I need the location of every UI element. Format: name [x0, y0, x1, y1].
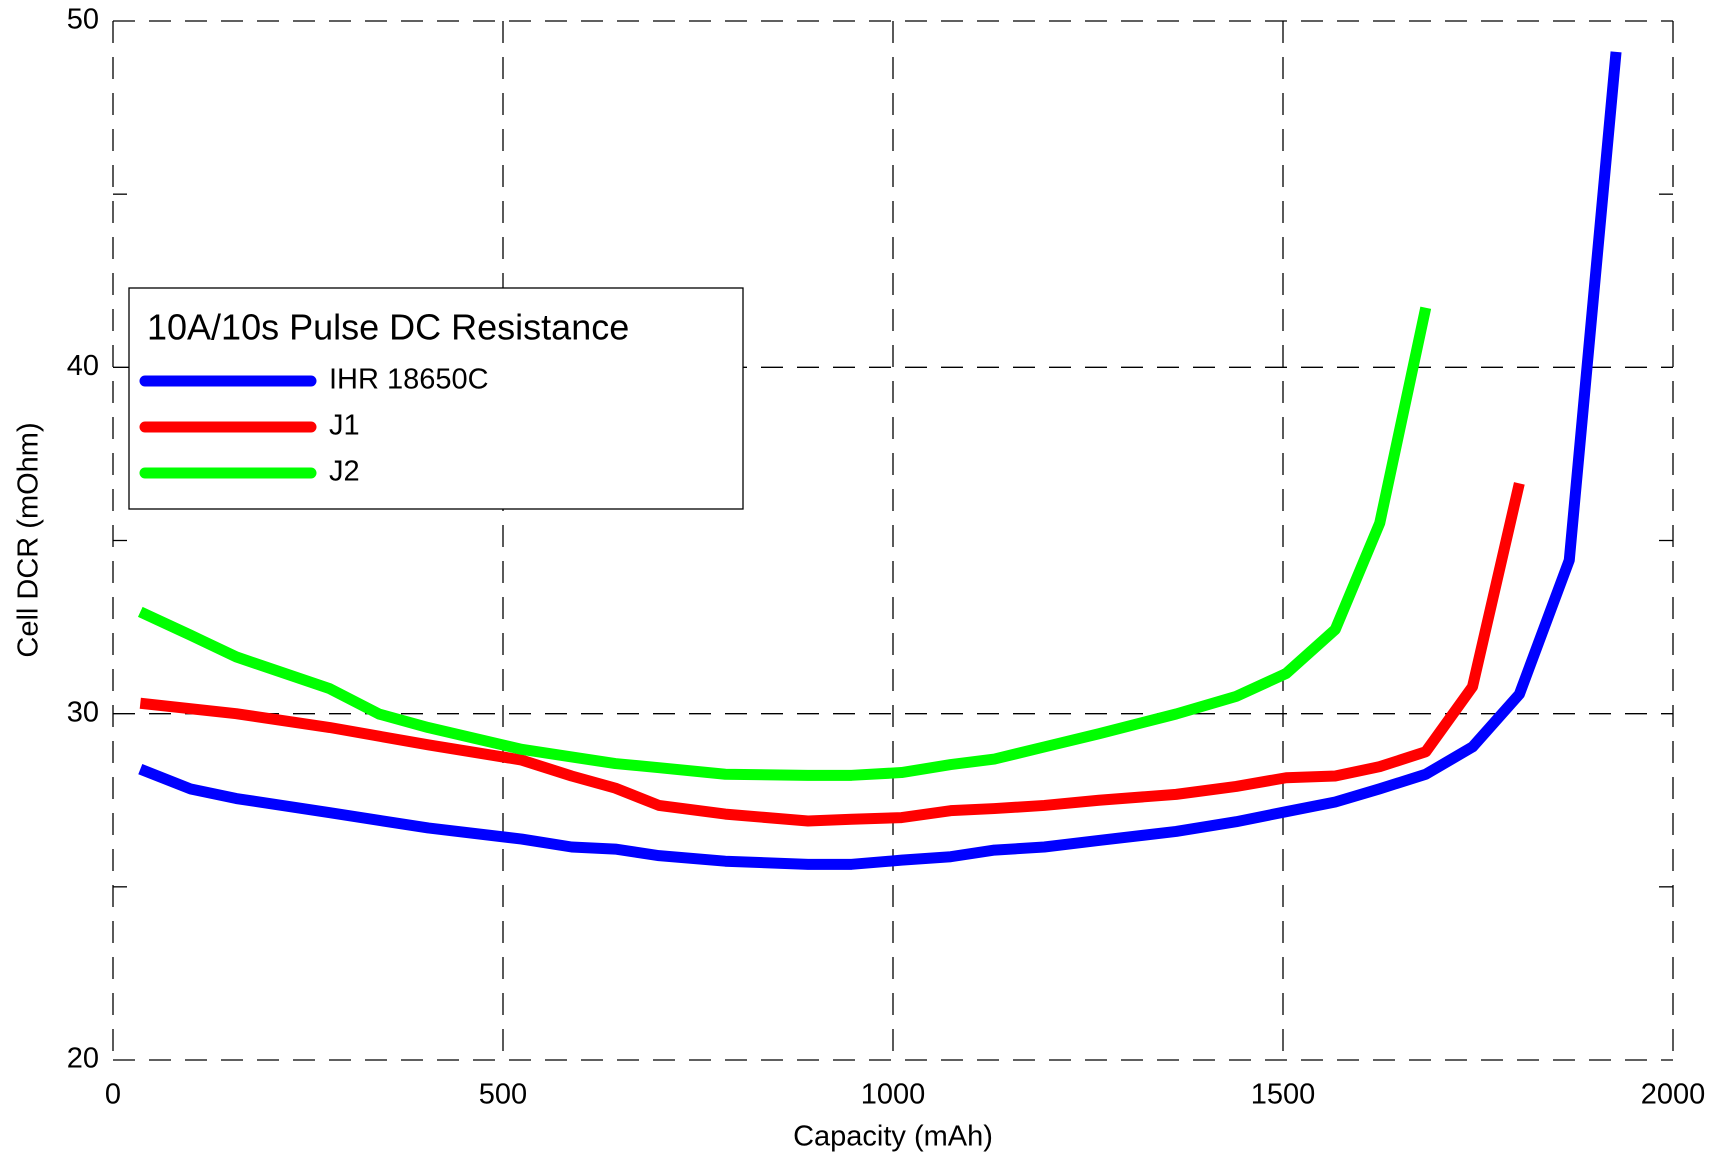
- legend-label: J1: [329, 410, 360, 442]
- data-line: [138, 51, 1622, 870]
- data-line: [139, 482, 1525, 827]
- x-tick-label: 0: [105, 1079, 121, 1111]
- data-line: [137, 306, 1432, 781]
- y-tick-label: 30: [67, 696, 99, 728]
- y-tick-label: 20: [67, 1043, 99, 1075]
- x-tick-label: 1000: [861, 1079, 926, 1111]
- x-tick-label: 2000: [1641, 1079, 1706, 1111]
- legend-label: IHR 18650C: [329, 364, 489, 396]
- legend-title: 10A/10s Pulse DC Resistance: [147, 307, 629, 348]
- x-tick-label: 1500: [1251, 1079, 1316, 1111]
- y-tick-label: 40: [67, 350, 99, 382]
- y-axis-label: Cell DCR (mOhm): [13, 422, 45, 657]
- x-axis-label: Capacity (mAh): [793, 1121, 993, 1153]
- x-tick-label: 500: [479, 1079, 527, 1111]
- legend: 10A/10s Pulse DC Resistance IHR 18650C J1 J…: [128, 287, 744, 510]
- y-tick-label: 50: [67, 4, 99, 36]
- legend-label: J2: [329, 456, 360, 488]
